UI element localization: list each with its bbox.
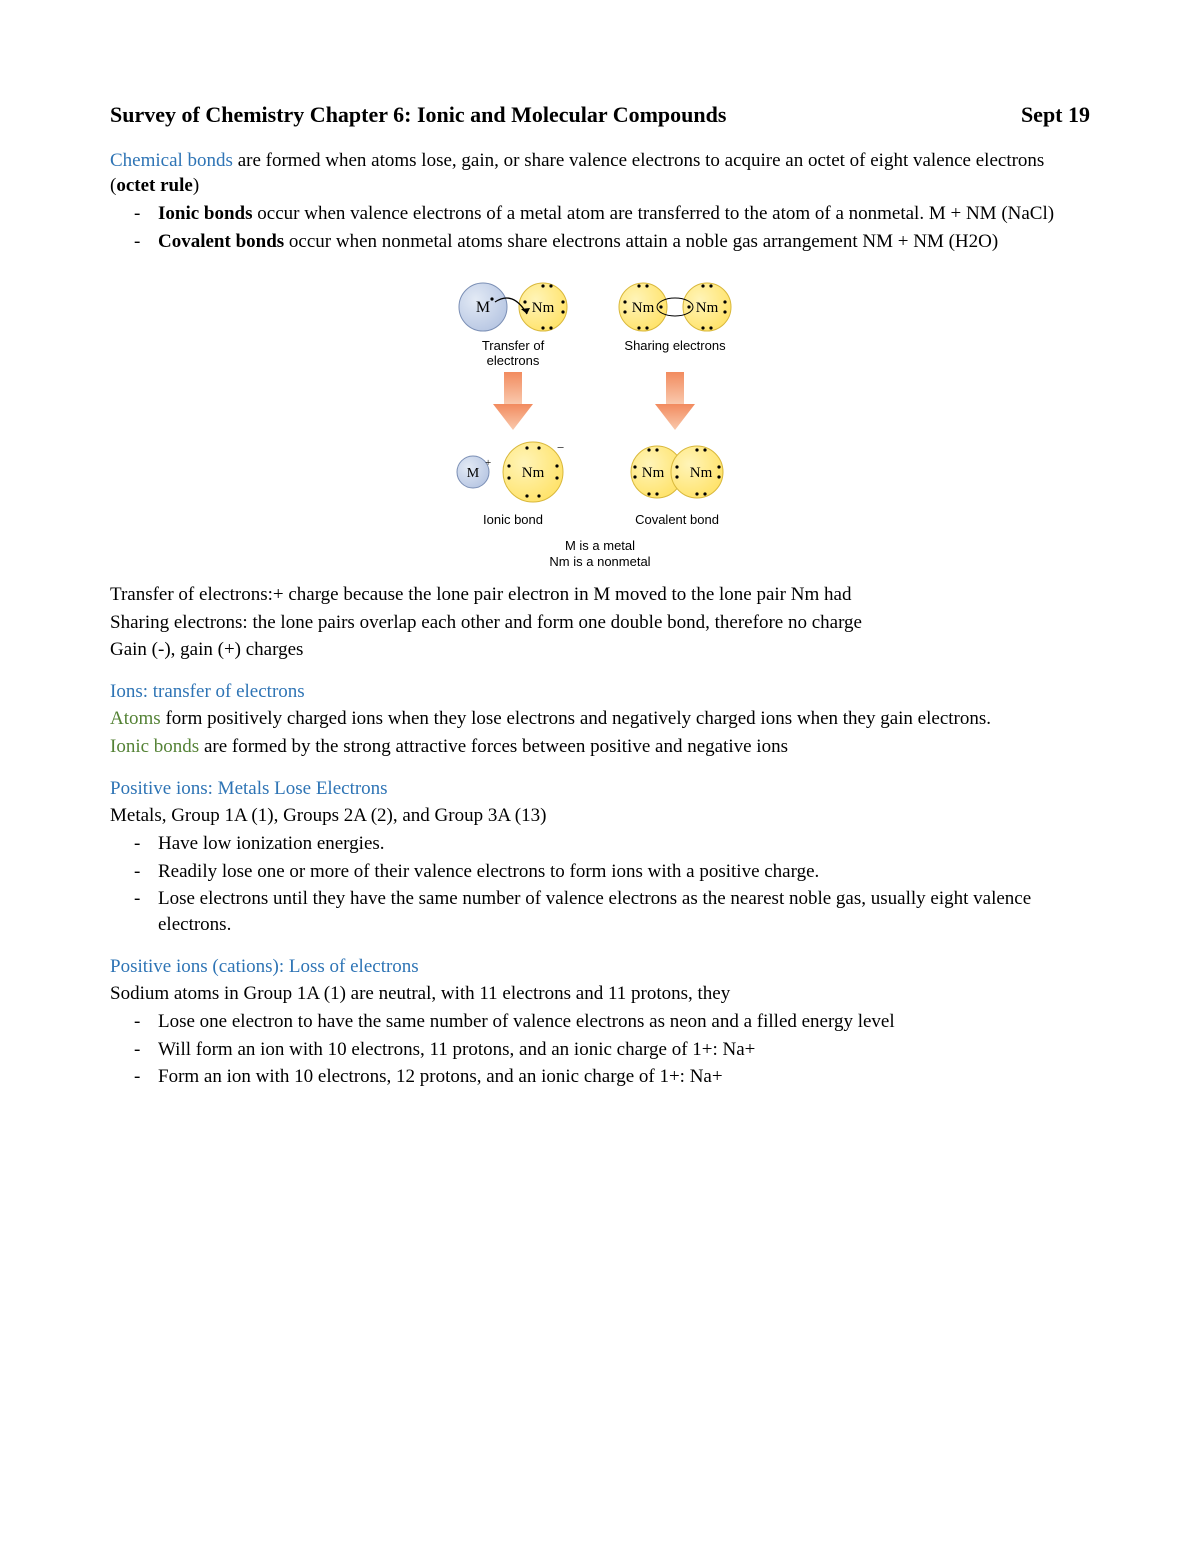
svg-text:M: M bbox=[476, 299, 490, 316]
page-date: Sept 19 bbox=[1021, 100, 1090, 130]
octet-rule-bold: octet rule bbox=[116, 175, 192, 196]
svg-text:electrons: electrons bbox=[487, 353, 540, 368]
after-diagram-2: Sharing electrons: the lone pairs overla… bbox=[110, 610, 1090, 636]
svg-text:Covalent bond: Covalent bond bbox=[635, 512, 719, 527]
ions-line1: Atoms form positively charged ions when … bbox=[110, 706, 1090, 732]
ionic-bonds-text: occur when valence electrons of a metal … bbox=[253, 203, 1055, 224]
bond-diagram-svg: M Nm Nm Nm Transfer of electrons Sharing… bbox=[435, 272, 765, 572]
cations-intro: Sodium atoms in Group 1A (1) are neutral… bbox=[110, 981, 1090, 1007]
svg-text:Nm: Nm bbox=[532, 300, 555, 316]
ionic-bonds-rest: are formed by the strong attractive forc… bbox=[199, 736, 788, 757]
svg-text:Sharing electrons: Sharing electrons bbox=[624, 338, 726, 353]
intro-tail: ) bbox=[193, 175, 199, 196]
list-item: Lose electrons until they have the same … bbox=[158, 886, 1090, 937]
diagram-caption-1: M is a metal bbox=[565, 538, 635, 553]
svg-text:Ionic bond: Ionic bond bbox=[483, 512, 543, 527]
ionic-bonds-bold: Ionic bonds bbox=[158, 203, 253, 224]
list-item: Covalent bonds occur when nonmetal atoms… bbox=[158, 229, 1090, 255]
svg-text:+: + bbox=[485, 457, 491, 469]
page-title: Survey of Chemistry Chapter 6: Ionic and… bbox=[110, 100, 726, 130]
after-diagram-1: Transfer of electrons:+ charge because t… bbox=[110, 582, 1090, 608]
cations-heading: Positive ions (cations): Loss of electro… bbox=[110, 954, 1090, 980]
svg-text:Nm: Nm bbox=[642, 465, 665, 481]
svg-text:Nm: Nm bbox=[632, 300, 655, 316]
diagram-caption-2: Nm is a nonmetal bbox=[549, 554, 650, 569]
intro-text-1: are formed when atoms lose, gain, or sha… bbox=[110, 150, 1044, 197]
list-item: Have low ionization energies. bbox=[158, 831, 1090, 857]
svg-text:Transfer of: Transfer of bbox=[482, 338, 545, 353]
positive-metals-intro: Metals, Group 1A (1), Groups 2A (2), and… bbox=[110, 803, 1090, 829]
list-item: Ionic bonds occur when valence electrons… bbox=[158, 201, 1090, 227]
atoms-rest: form positively charged ions when they l… bbox=[161, 708, 991, 729]
list-item: Lose one electron to have the same numbe… bbox=[158, 1009, 1090, 1035]
positive-metals-list: Have low ionization energies. Readily lo… bbox=[110, 831, 1090, 938]
svg-text:Nm: Nm bbox=[522, 465, 545, 481]
svg-text:Nm: Nm bbox=[690, 465, 713, 481]
svg-text:Nm: Nm bbox=[696, 300, 719, 316]
positive-metals-heading: Positive ions: Metals Lose Electrons bbox=[110, 776, 1090, 802]
ionic-bonds-term: Ionic bonds bbox=[110, 736, 199, 757]
ions-line2: Ionic bonds are formed by the strong att… bbox=[110, 734, 1090, 760]
chemical-bonds-term: Chemical bonds bbox=[110, 150, 233, 171]
svg-text:M: M bbox=[467, 466, 480, 481]
after-diagram-3: Gain (-), gain (+) charges bbox=[110, 637, 1090, 663]
atoms-term: Atoms bbox=[110, 708, 161, 729]
list-item: Readily lose one or more of their valenc… bbox=[158, 859, 1090, 885]
page-title-row: Survey of Chemistry Chapter 6: Ionic and… bbox=[110, 100, 1090, 130]
intro-paragraph: Chemical bonds are formed when atoms los… bbox=[110, 148, 1090, 199]
ions-heading: Ions: transfer of electrons bbox=[110, 679, 1090, 705]
list-item: Form an ion with 10 electrons, 12 proton… bbox=[158, 1064, 1090, 1090]
svg-text:−: − bbox=[557, 440, 564, 455]
covalent-bonds-text: occur when nonmetal atoms share electron… bbox=[284, 231, 998, 252]
cations-list: Lose one electron to have the same numbe… bbox=[110, 1009, 1090, 1090]
bond-diagram: M Nm Nm Nm Transfer of electrons Sharing… bbox=[110, 272, 1090, 580]
bond-types-list: Ionic bonds occur when valence electrons… bbox=[110, 201, 1090, 254]
list-item: Will form an ion with 10 electrons, 11 p… bbox=[158, 1037, 1090, 1063]
covalent-bonds-bold: Covalent bonds bbox=[158, 231, 284, 252]
